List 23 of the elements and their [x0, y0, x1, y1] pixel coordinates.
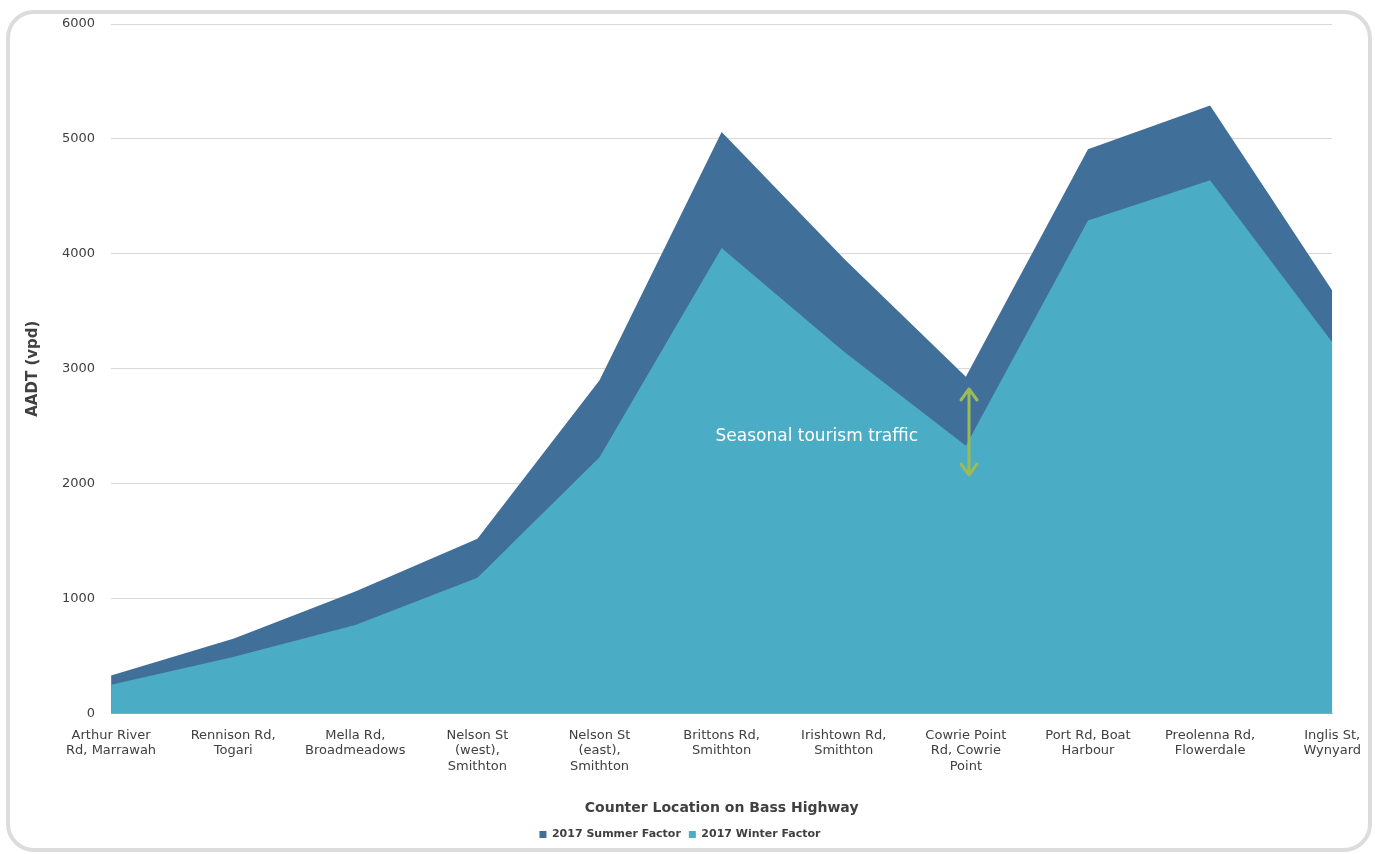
- x-tick-label: Irishtown Rd, Smithton: [801, 726, 887, 758]
- y-tick-label: 5000: [61, 130, 96, 146]
- y-tick-label: 6000: [61, 15, 96, 31]
- x-tick-label: Mella Rd, Broadmeadows: [305, 726, 406, 758]
- x-tick-label: Cowrie Point Rd, Cowrie Point: [925, 726, 1007, 773]
- y-tick-label: 0: [86, 704, 96, 720]
- y-axis-title: AADT (vpd): [22, 320, 41, 417]
- y-tick-label: 3000: [61, 360, 96, 376]
- y-tick-label: 2000: [61, 474, 96, 490]
- x-tick-label: Nelson St (east), Smithton: [568, 726, 631, 773]
- y-tick-label: 4000: [61, 245, 96, 261]
- x-tick-label: Arthur River Rd, Marrawah: [66, 726, 157, 758]
- annotation: Seasonal tourism traffic: [715, 425, 918, 446]
- x-tick-label: Preolenna Rd, Flowerdale: [1164, 726, 1256, 758]
- legend-label: 2017 Summer Factor: [551, 827, 682, 841]
- x-tick-label: Port Rd, Boat Harbour: [1045, 726, 1131, 758]
- legend-label: 2017 Winter Factor: [701, 827, 822, 841]
- y-tick-label: 1000: [61, 589, 96, 605]
- x-tick-label: Nelson St (west), Smithton: [446, 726, 509, 773]
- x-tick-label: Brittons Rd, Smithton: [683, 726, 760, 758]
- x-axis-title: Counter Location on Bass Highway: [584, 799, 859, 816]
- x-tick-label: Inglis St, Wynyard: [1303, 726, 1361, 758]
- x-tick-label: Rennison Rd, Togari: [190, 726, 276, 758]
